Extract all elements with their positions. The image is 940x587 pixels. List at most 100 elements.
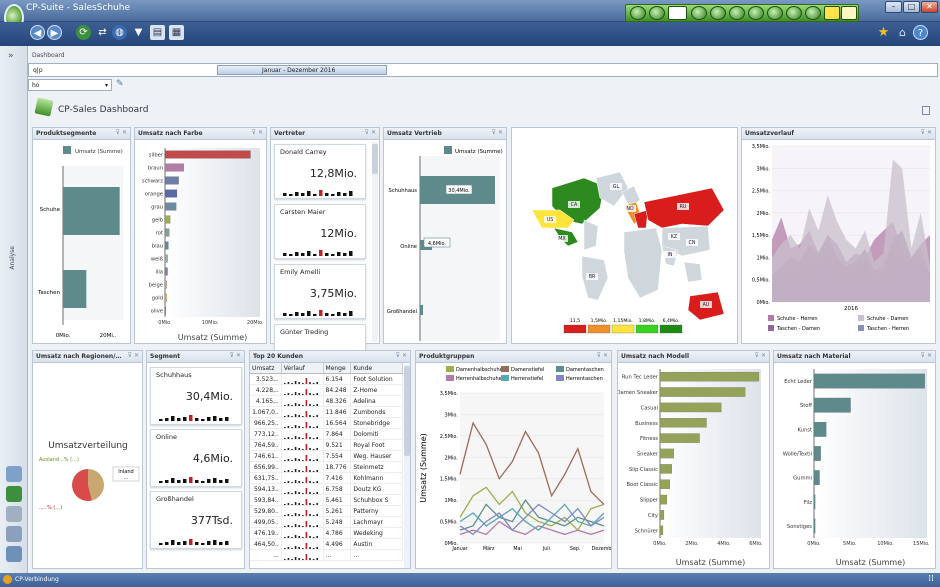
module-icon[interactable] bbox=[841, 6, 857, 20]
table-row[interactable]: 3.523,.. 6.154 Foot Solution bbox=[250, 374, 403, 385]
column-header[interactable]: Menge bbox=[324, 363, 352, 373]
spark-bar bbox=[294, 392, 297, 395]
module-icon[interactable] bbox=[710, 6, 726, 20]
spark-bar bbox=[305, 521, 307, 527]
umsatzverlauf-chart[interactable]: 3,5Mio. 3Mio. 2,5Mio. 2Mio. 1,5Mio. 1Mio. 0,5M… bbox=[742, 140, 935, 343]
maximize-button[interactable]: □ bbox=[903, 1, 920, 13]
bar bbox=[164, 163, 184, 172]
column-header[interactable]: Verlauf bbox=[282, 363, 324, 373]
module-icon[interactable] bbox=[729, 6, 745, 20]
sidebar-vertical-label[interactable]: Analyse bbox=[9, 246, 16, 270]
modell-chart[interactable]: Run Tec Leder Damen Sneaker Casual Business… bbox=[617, 363, 769, 568]
table-cell: Stonebridge bbox=[351, 418, 403, 428]
tick-label: 20Mio. bbox=[247, 320, 264, 326]
vertreter-card[interactable]: Emily Amelli 3,75Mio. bbox=[274, 264, 366, 319]
world-map[interactable]: CA US MX BR GL RU KZ CN NO AU IN 11,5 1,5Mio. 1,15Mio… bbox=[512, 128, 737, 343]
module-icon[interactable] bbox=[767, 6, 783, 20]
category-label: Sonstiges bbox=[787, 524, 812, 530]
legend-swatch bbox=[858, 325, 864, 331]
column-header[interactable]: Umsatz bbox=[250, 363, 282, 373]
module-icon[interactable] bbox=[824, 6, 840, 20]
table-row[interactable]: 4.228,.. 84.248 Z-Home bbox=[250, 385, 403, 396]
category-label: Damen Sneaker bbox=[618, 390, 659, 396]
table-row[interactable]: ......... bbox=[250, 550, 403, 561]
table-row[interactable]: 631,75.. 7.416 Kohlmann bbox=[250, 473, 403, 484]
table-row[interactable]: 593,84.. 5.461 Schuhbox S bbox=[250, 495, 403, 506]
help-icon[interactable]: ? bbox=[913, 25, 928, 40]
material-chart[interactable]: Echt Leder Stoff Kunst Wolle/Textil Gummi Fil… bbox=[774, 363, 935, 568]
export-icon[interactable]: ⇄ bbox=[98, 27, 107, 38]
table-cell bbox=[282, 495, 324, 505]
search-input[interactable]: q|p bbox=[33, 67, 43, 74]
structure-nav-icon[interactable] bbox=[6, 526, 22, 542]
table-row[interactable]: 764,59.. 9.521 Royal Foot bbox=[250, 440, 403, 451]
scrollbar[interactable] bbox=[372, 142, 378, 342]
export-page-icon[interactable] bbox=[922, 106, 930, 115]
spark-bar bbox=[316, 448, 318, 450]
edit-pencil-icon[interactable]: ✎ bbox=[116, 79, 124, 89]
table-row[interactable]: 1.067,0.. 11.846 Zumbonds bbox=[250, 407, 403, 418]
report-icon[interactable]: ▦ bbox=[169, 25, 184, 40]
tools-nav-icon[interactable] bbox=[6, 506, 22, 522]
produktsegmente-chart[interactable]: Umsatz (Summe) Schuhe Taschen 0Mio. 20Mi.. bbox=[33, 140, 130, 343]
search-nav-icon[interactable] bbox=[6, 466, 22, 482]
module-icon[interactable] bbox=[786, 6, 802, 20]
table-row[interactable]: 499,05.. 5.248 Lachmayr bbox=[250, 517, 403, 528]
back-icon[interactable]: ◀ bbox=[30, 25, 45, 40]
module-icon[interactable] bbox=[649, 6, 665, 20]
segment-card[interactable]: Online 4,6Mio. bbox=[150, 429, 242, 487]
tick-label: 2,5Mio. bbox=[752, 189, 771, 195]
table-row[interactable]: 773,12.. 7.864 Dolomiti bbox=[250, 429, 403, 440]
spark-bar bbox=[213, 478, 217, 483]
favorite-icon[interactable]: ★ bbox=[877, 25, 890, 40]
table-row[interactable]: 594,13.. 6.758 Doutz KG bbox=[250, 484, 403, 495]
spark-bar bbox=[308, 437, 311, 439]
close-button[interactable]: ✕ bbox=[921, 1, 938, 13]
bar bbox=[659, 510, 665, 520]
farbe-chart[interactable]: silber braun schwarz orange grau gelb rot blau w… bbox=[135, 140, 266, 343]
forward-icon[interactable]: ▶ bbox=[47, 25, 62, 40]
segment-card[interactable]: Großhandel 377Tsd. bbox=[150, 491, 242, 549]
spark-bar bbox=[290, 460, 293, 461]
table-row[interactable]: 746,61.. 7.554 Weg. Hauser bbox=[250, 451, 403, 462]
table-row[interactable]: 529,80.. 5.261 Patterny bbox=[250, 506, 403, 517]
table-row[interactable]: 4.165,.. 48.326 Adelina bbox=[250, 396, 403, 407]
settings-nav-icon[interactable] bbox=[6, 546, 22, 562]
table-row[interactable]: 464,50.. 4.496 Austin bbox=[250, 539, 403, 550]
table-row[interactable]: 476,19.. 4.786 Wedeking bbox=[250, 528, 403, 539]
collapse-sidebar-icon[interactable]: » bbox=[8, 51, 14, 61]
module-icon[interactable] bbox=[691, 6, 707, 20]
module-icon[interactable] bbox=[630, 6, 646, 20]
minimize-button[interactable]: – bbox=[885, 1, 902, 13]
home-icon[interactable]: ⌂ bbox=[899, 26, 906, 39]
module-icon[interactable] bbox=[805, 6, 821, 20]
module-icon[interactable] bbox=[748, 6, 764, 20]
table-cell: 5.261 bbox=[324, 506, 352, 516]
context-combo[interactable]: ho ▾ bbox=[28, 79, 112, 91]
vertreter-card[interactable]: Carsten Maier 12Mio. bbox=[274, 204, 366, 259]
column-header[interactable]: Kunde bbox=[351, 363, 403, 373]
period-slider[interactable]: Januar - Dezember 2016 bbox=[217, 65, 387, 75]
callout-label: 30,4Mio. bbox=[448, 188, 470, 194]
refresh-icon[interactable]: ⟳ bbox=[76, 25, 91, 40]
regionen-chart[interactable]: Umsatzverteilung Ausland ..% (…) ..,..% (…… bbox=[33, 363, 142, 568]
table-cell bbox=[282, 528, 324, 538]
chevron-down-icon: ▾ bbox=[104, 82, 108, 89]
scrollbar[interactable] bbox=[404, 364, 410, 568]
table-cell: Patterny bbox=[351, 506, 403, 516]
category-label: lila bbox=[155, 270, 163, 276]
legend-label: Taschen - Herren bbox=[866, 326, 909, 332]
segment-card[interactable]: Schuhhaus 30,4Mio. bbox=[150, 367, 242, 425]
vertreter-name: Günter Treding bbox=[280, 328, 329, 336]
vertreter-card[interactable]: Donald Carrey 12,8Mio. bbox=[274, 144, 366, 199]
globe-icon[interactable]: ◍ bbox=[112, 25, 127, 40]
module-icon-active[interactable] bbox=[668, 6, 687, 20]
filter-icon[interactable]: ▼ bbox=[134, 27, 143, 38]
users-nav-icon[interactable] bbox=[6, 486, 22, 502]
produktgruppen-chart[interactable]: Damenhalbschuhe Damenstiefel Damentaschen H… bbox=[416, 363, 616, 568]
table-row[interactable]: 966,25.. 16.564 Stonebridge bbox=[250, 418, 403, 429]
table-icon[interactable]: ▤ bbox=[150, 25, 165, 40]
table-row[interactable]: 656,99.. 18.776 Steinmetz bbox=[250, 462, 403, 473]
spark-bar bbox=[294, 502, 297, 505]
vertrieb-chart[interactable]: Umsatz (Summe) Schuhhaus 30,4Mio. Online 4,6… bbox=[384, 140, 506, 343]
